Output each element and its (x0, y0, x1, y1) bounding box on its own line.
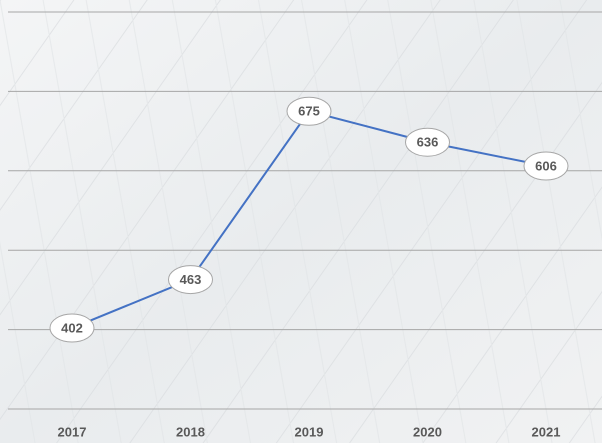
data-label-bubble (168, 265, 213, 295)
x-tick-label: 2021 (532, 424, 561, 439)
x-tick-label: 2020 (413, 424, 442, 439)
data-label: 675 (298, 104, 320, 119)
x-tick-label: 2019 (295, 424, 324, 439)
x-tick-label: 2018 (176, 424, 205, 439)
data-label: 636 (417, 135, 439, 150)
data-label-bubble (49, 313, 95, 343)
data-label-bubble (286, 96, 332, 126)
data-label-bubble (405, 127, 450, 157)
data-label: 402 (61, 320, 83, 335)
data-label: 606 (535, 158, 557, 173)
x-tick-label: 2017 (58, 424, 87, 439)
data-label-bubble (523, 151, 569, 181)
data-label: 463 (180, 272, 202, 287)
